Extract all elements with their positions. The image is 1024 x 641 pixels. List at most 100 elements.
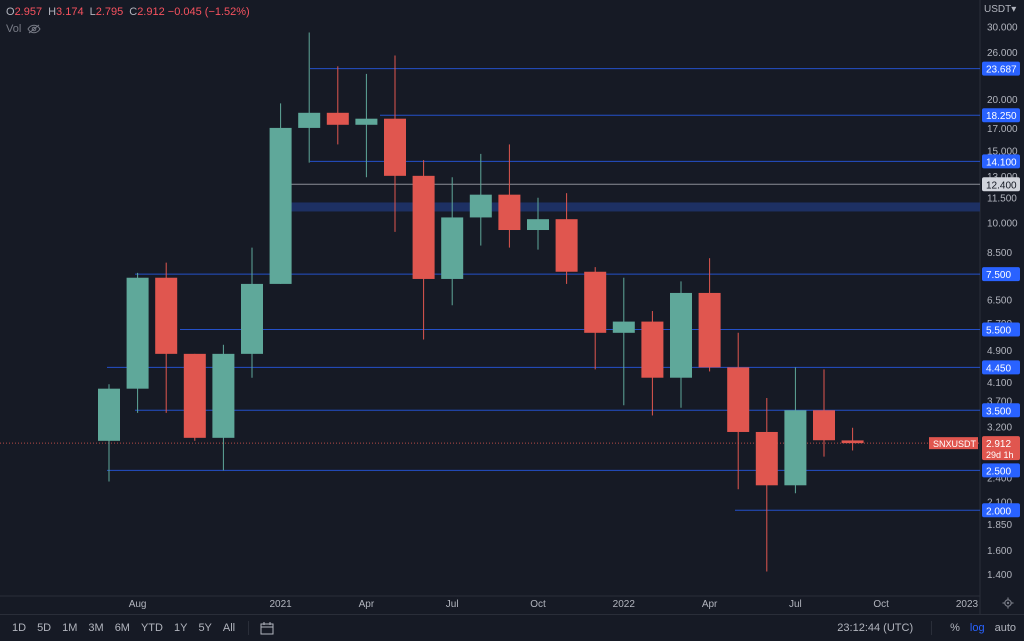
timeframe-ytd[interactable]: YTD bbox=[140, 622, 163, 634]
time-tick-label: 2023 bbox=[956, 599, 979, 610]
candle bbox=[384, 55, 406, 232]
candle-body bbox=[384, 118, 406, 176]
candle-body bbox=[498, 194, 521, 231]
price-tick-label: 3.700 bbox=[987, 396, 1012, 407]
timeframe-5y[interactable]: 5Y bbox=[198, 622, 212, 634]
candle-body bbox=[698, 292, 721, 368]
scale-controls: 23:12:44 (UTC) % log auto bbox=[837, 615, 1016, 641]
timeframe-1m[interactable]: 1M bbox=[62, 622, 78, 634]
level-label: 23.687 bbox=[986, 65, 1017, 76]
timeframe-1y[interactable]: 1Y bbox=[173, 622, 188, 634]
time-tick-label: Jul bbox=[789, 599, 802, 610]
price-tick-label: 4.900 bbox=[987, 346, 1012, 357]
symbol-tag: SNXUSDT bbox=[933, 439, 977, 449]
candle-body bbox=[126, 277, 149, 389]
timeframe-6m[interactable]: 6M bbox=[114, 622, 130, 634]
candle-body bbox=[326, 112, 349, 125]
last-price-label-bg bbox=[982, 436, 1020, 461]
price-chart[interactable]: 30.00026.00020.00017.00015.00013.00011.5… bbox=[0, 0, 1024, 614]
timeframe-5d[interactable]: 5D bbox=[37, 622, 52, 634]
time-tick-label: Jul bbox=[446, 599, 459, 610]
candle-body bbox=[755, 431, 778, 486]
eye-off-icon[interactable] bbox=[27, 24, 41, 34]
time-tick-label: Oct bbox=[530, 599, 546, 610]
time-tick-label: 2021 bbox=[269, 599, 292, 610]
candle bbox=[98, 384, 120, 482]
level-label: 4.450 bbox=[986, 363, 1011, 374]
candle-body bbox=[269, 127, 292, 284]
candle bbox=[841, 427, 864, 451]
time-tick-label: Apr bbox=[702, 599, 718, 610]
candle bbox=[126, 272, 149, 413]
candle-body bbox=[584, 271, 607, 333]
countdown-label: 29d 1h bbox=[986, 450, 1014, 460]
utc-clock[interactable]: 23:12:44 (UTC) bbox=[837, 622, 914, 634]
candle-body bbox=[727, 367, 750, 432]
ohlc-high: H3.174 bbox=[48, 6, 84, 18]
gear-icon[interactable] bbox=[1002, 597, 1014, 609]
level-label-bg bbox=[982, 322, 1020, 337]
candle-body bbox=[555, 219, 578, 272]
timeframe-3m[interactable]: 3M bbox=[88, 622, 104, 634]
level-label-bg bbox=[982, 403, 1020, 418]
candle-body bbox=[183, 353, 206, 438]
candle-body bbox=[841, 440, 864, 444]
candle-body bbox=[670, 292, 692, 378]
price-tick-label: 1.400 bbox=[987, 570, 1012, 581]
timeframe-1d[interactable]: 1D bbox=[12, 622, 27, 634]
time-tick-label: Apr bbox=[359, 599, 375, 610]
toolbar-divider bbox=[248, 621, 250, 635]
candle bbox=[698, 258, 721, 372]
candle-body bbox=[813, 410, 835, 441]
price-tick-label: 26.000 bbox=[987, 48, 1018, 59]
currency-selector[interactable]: USDT▾ bbox=[984, 4, 1020, 15]
volume-indicator[interactable]: Vol bbox=[6, 23, 41, 35]
level-label: 5.500 bbox=[986, 326, 1011, 337]
timeframe-all[interactable]: All bbox=[222, 622, 236, 634]
price-tick-label: 6.500 bbox=[987, 296, 1012, 307]
price-tick-label: 10.000 bbox=[987, 219, 1018, 230]
candle bbox=[612, 277, 635, 406]
candle bbox=[670, 281, 692, 408]
candle bbox=[412, 160, 435, 340]
time-tick-label: Oct bbox=[873, 599, 889, 610]
candle-body bbox=[155, 277, 178, 354]
symbol-tag-bg bbox=[929, 437, 978, 450]
price-tick-label: 4.100 bbox=[987, 378, 1012, 389]
candle bbox=[241, 247, 263, 378]
candle-body bbox=[98, 388, 120, 441]
percent-scale-toggle[interactable]: % bbox=[950, 622, 960, 634]
candle bbox=[469, 153, 492, 246]
level-label: 14.100 bbox=[986, 157, 1017, 168]
log-scale-toggle[interactable]: log bbox=[969, 622, 985, 634]
price-tick-label: 30.000 bbox=[987, 22, 1018, 33]
candle bbox=[183, 353, 206, 441]
candle-body bbox=[612, 321, 635, 333]
ohlc-low: L2.795 bbox=[89, 6, 124, 18]
level-label-bg bbox=[982, 360, 1020, 375]
candle-body bbox=[641, 321, 664, 378]
bottom-toolbar: 1D 5D 1M 3M 6M YTD 1Y 5Y All 23:12:44 (U… bbox=[0, 614, 1024, 641]
candle bbox=[355, 73, 378, 178]
time-tick-label: 2022 bbox=[613, 599, 636, 610]
level-label-bg bbox=[982, 177, 1020, 192]
candle bbox=[784, 367, 807, 494]
price-tick-label: 20.000 bbox=[987, 95, 1018, 106]
level-label-bg bbox=[982, 108, 1020, 123]
candle bbox=[527, 197, 549, 250]
price-tick-label: 2.400 bbox=[987, 474, 1012, 485]
level-label: 18.250 bbox=[986, 111, 1017, 122]
auto-scale-toggle[interactable]: auto bbox=[994, 622, 1016, 634]
level-label: 2.000 bbox=[986, 506, 1011, 517]
date-range-icon[interactable] bbox=[259, 621, 275, 635]
chevron-down-icon: ▾ bbox=[1011, 4, 1017, 15]
ohlc-open: O2.957 bbox=[6, 6, 43, 18]
toolbar-divider bbox=[931, 621, 933, 635]
candle-body bbox=[784, 410, 807, 486]
level-label: 7.500 bbox=[986, 270, 1011, 281]
candle bbox=[641, 311, 664, 416]
candle bbox=[813, 369, 835, 457]
candle-body bbox=[469, 194, 492, 218]
candle bbox=[326, 66, 349, 145]
currency-label: USDT bbox=[984, 4, 1012, 15]
